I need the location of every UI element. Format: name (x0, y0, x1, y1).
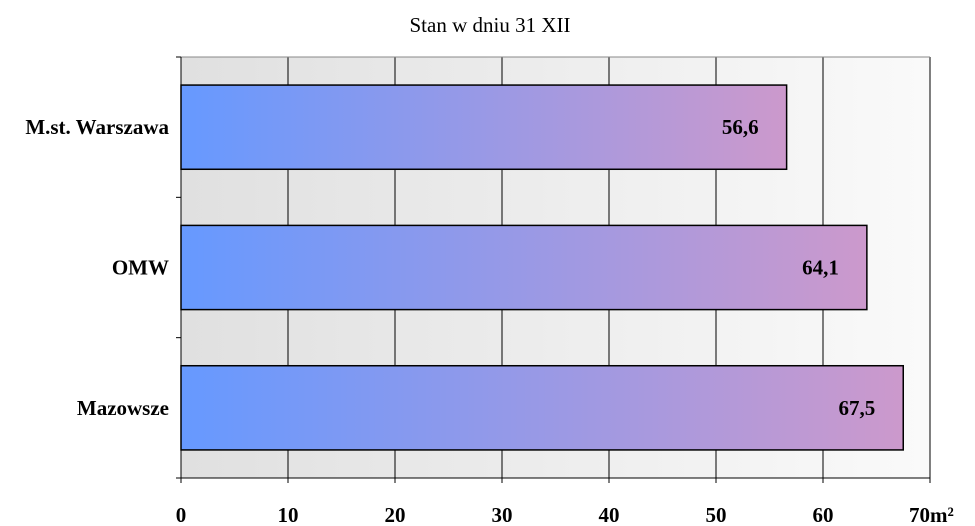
chart-title: Stan w dniu 31 XII (410, 13, 571, 37)
x-tick-label: 30 (492, 503, 513, 526)
category-label: M.st. Warszawa (25, 115, 169, 139)
x-tick-label: 20 (385, 503, 406, 526)
x-tick-label: 10 (278, 503, 299, 526)
value-label: 64,1 (802, 256, 839, 280)
x-tick-label: 50 (706, 503, 727, 526)
bars (180, 84, 904, 451)
bar (180, 364, 904, 451)
labels: 0 10 20 30 40 50 60 70 M.st. Warszawa 56,6 OMW 64,1… (25, 115, 930, 526)
x-tick-label: 70 (909, 503, 930, 526)
x-tick-label: 60 (813, 503, 834, 526)
x-axis-unit-label: m² (930, 503, 954, 526)
bar (180, 84, 788, 171)
category-label: Mazowsze (77, 396, 169, 420)
category-label: OMW (112, 256, 169, 280)
value-label: 67,5 (839, 396, 876, 420)
bar (180, 224, 868, 311)
x-tick-label: 40 (599, 503, 620, 526)
value-label: 56,6 (722, 115, 759, 139)
x-tick-label: 0 (176, 503, 187, 526)
